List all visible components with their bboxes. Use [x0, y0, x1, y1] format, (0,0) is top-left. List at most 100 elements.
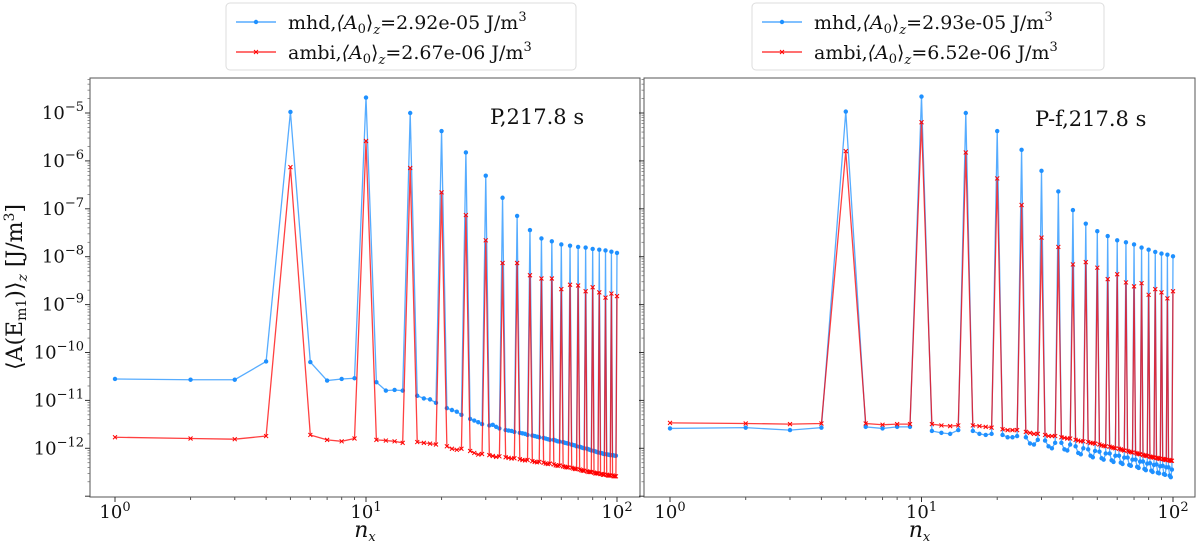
data-point-mhd — [263, 359, 269, 364]
data-point-mhd — [1090, 455, 1096, 460]
x-tick-exponent: 0 — [122, 500, 130, 515]
data-point-mhd — [919, 94, 924, 99]
legend-marker-ambi — [253, 49, 259, 55]
data-point-mhd — [956, 427, 961, 433]
data-point-mhd — [1150, 469, 1155, 475]
data-point-ambi — [1031, 431, 1037, 437]
data-point-mhd — [439, 128, 444, 134]
data-point-ambi — [433, 442, 439, 447]
data-point-mhd — [1039, 168, 1044, 174]
x-tick-label: 102 — [601, 500, 632, 523]
data-point-ambi — [339, 438, 345, 444]
data-point-mhd — [1160, 463, 1165, 469]
y-tick-label: 10−11 — [34, 387, 84, 411]
y-tick-base: 10 — [34, 390, 57, 411]
y-tick-label: 10−5 — [42, 100, 84, 124]
data-point-ambi — [427, 441, 433, 447]
series-mhd — [112, 95, 620, 458]
data-point-ambi — [288, 164, 293, 170]
y-tick-exponent: −10 — [57, 340, 84, 355]
data-point-mhd — [970, 428, 976, 434]
data-point-ambi — [580, 468, 586, 474]
data-point-mhd — [1128, 463, 1134, 469]
ylabel-part: )⟩ — [3, 282, 28, 299]
legend-unit-exponent: 3 — [1049, 40, 1057, 55]
panel-left: 100 101 10210−510−610−710−810−910−1010−111… — [2, 2, 641, 543]
ylabel-part: ⟨A(E — [3, 321, 28, 370]
data-point-ambi — [414, 439, 420, 445]
ylabel-unit: ] — [3, 204, 28, 213]
data-point-ambi — [880, 422, 885, 428]
data-point-ambi — [594, 470, 600, 476]
data-point-mhd — [863, 424, 868, 430]
data-point-mhd — [1120, 461, 1125, 467]
data-point-ambi — [970, 423, 976, 428]
data-point-mhd — [1154, 462, 1159, 467]
y-tick-label: 10−6 — [42, 148, 84, 172]
data-point-mhd — [819, 425, 824, 430]
data-point-mhd — [1052, 440, 1058, 446]
data-point-mhd — [1073, 444, 1078, 449]
legend-symbol-subscript: 0 — [358, 22, 366, 37]
legend-symbol: ⟨A — [862, 12, 883, 34]
data-point-ambi — [863, 421, 869, 426]
x-tick-base: 10 — [99, 502, 122, 523]
y-tick-base: 10 — [42, 103, 65, 124]
x-tick-base: 10 — [601, 502, 624, 523]
legend-symbol: ⟨A — [868, 42, 889, 64]
data-point-ambi — [1005, 427, 1010, 433]
data-point-mhd — [374, 379, 379, 385]
data-point-ambi — [352, 436, 357, 441]
legend-symbol-subscript: 0 — [889, 52, 897, 67]
data-point-ambi — [1019, 202, 1024, 208]
data-point-mhd — [1005, 435, 1010, 440]
x-tick-label: 100 — [654, 500, 685, 523]
data-point-mhd — [1111, 459, 1116, 465]
data-point-mhd — [308, 359, 313, 365]
data-point-mhd — [339, 376, 344, 382]
x-tick-label: 101 — [350, 500, 381, 523]
data-point-mhd — [288, 109, 293, 115]
data-point-ambi — [600, 472, 606, 478]
xlabel-subscript: x — [368, 530, 376, 543]
data-point-ambi — [483, 237, 489, 243]
legend-label-mhd: mhd,⟨A0⟩z=2.92e-05 J/m3 — [288, 10, 527, 38]
data-point-ambi — [459, 446, 464, 452]
y-tick-base: 10 — [42, 295, 65, 316]
x-tick-base: 10 — [906, 502, 929, 523]
legend-series-name: ambi, — [288, 42, 342, 64]
data-point-ambi — [363, 138, 369, 144]
data-point-mhd — [1140, 459, 1146, 464]
data-point-mhd — [527, 227, 533, 233]
data-point-ambi — [1080, 438, 1086, 444]
data-point-mhd — [352, 376, 357, 381]
data-point-ambi — [514, 260, 520, 266]
y-tick-label: 10−10 — [34, 340, 84, 364]
legend-symbol: ⟨A — [342, 42, 363, 64]
legend: mhd,⟨A0⟩z=2.92e-05 J/m3ambi,⟨A0⟩z=2.67e-… — [225, 2, 577, 71]
data-point-mhd — [1165, 252, 1170, 257]
data-point-ambi — [479, 451, 485, 457]
data-point-mhd — [963, 110, 968, 116]
data-point-ambi — [1103, 443, 1109, 449]
data-point-mhd — [947, 431, 953, 437]
legend-label-ambi: ambi,⟨A0⟩z=2.67e-06 J/m3 — [288, 40, 532, 68]
legend-marker-mhd — [779, 19, 785, 25]
data-point-mhd — [995, 128, 1000, 134]
data-point-ambi — [587, 469, 593, 475]
y-tick-label: 10−12 — [34, 435, 84, 459]
data-point-ambi — [596, 290, 602, 295]
data-point-mhd — [483, 173, 488, 178]
data-point-mhd — [609, 249, 614, 254]
data-point-ambi — [536, 459, 542, 465]
data-point-mhd — [472, 418, 477, 423]
legend-symbol-subscript: 0 — [884, 22, 892, 37]
data-point-mhd — [1023, 435, 1029, 440]
data-point-ambi — [444, 443, 450, 449]
data-point-ambi — [919, 119, 924, 125]
data-point-ambi — [606, 473, 612, 478]
data-point-mhd — [614, 250, 620, 256]
y-tick-exponent: −5 — [65, 100, 84, 115]
data-point-mhd — [1125, 455, 1130, 460]
data-point-ambi — [939, 423, 944, 428]
